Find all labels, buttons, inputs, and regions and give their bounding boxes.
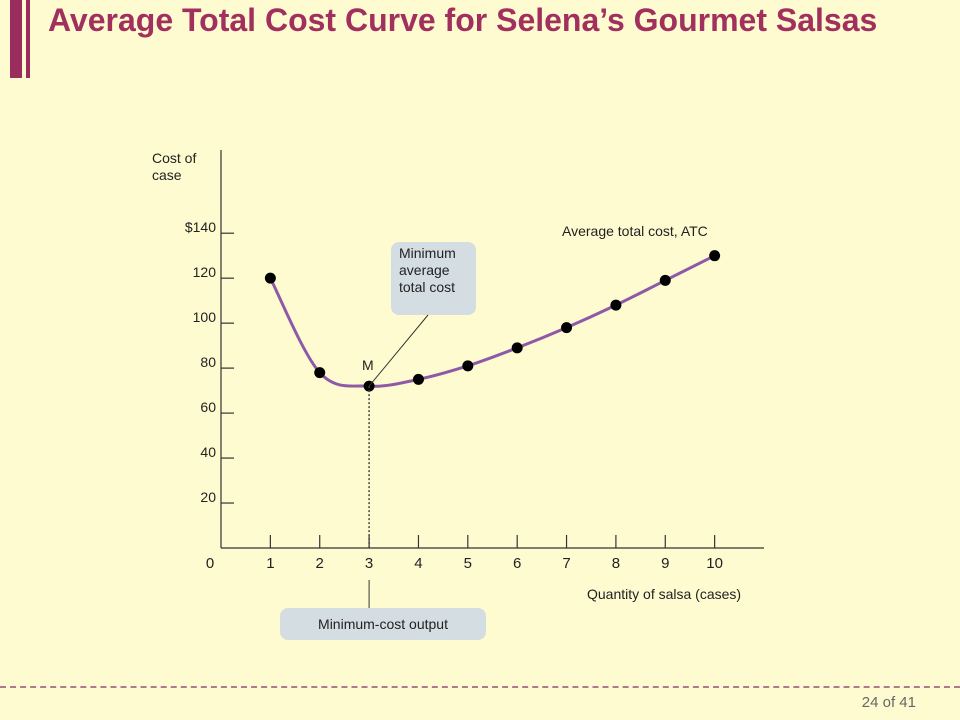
title-accent-bar (10, 0, 22, 78)
min-avg-cost-callout-box (391, 242, 476, 315)
x-axis-label: Quantity of salsa (cases) (587, 586, 741, 602)
y-tick-label: 20 (200, 489, 216, 505)
y-tick-label: 40 (200, 444, 216, 460)
atc-data-point (610, 299, 622, 311)
atc-data-point (511, 342, 523, 354)
atc-data-point (412, 373, 424, 385)
point-label-m: M (362, 357, 374, 373)
series-label-atc: Average total cost, ATC (562, 223, 708, 239)
atc-data-point (709, 250, 721, 262)
y-tick-label: 120 (193, 264, 217, 280)
x-tick-label: 0 (206, 555, 214, 572)
y-axis-label-line1: Cost of (152, 150, 196, 166)
x-tick-label: 6 (513, 555, 521, 572)
x-tick-label: 2 (316, 555, 324, 572)
callout-line-2: average (399, 262, 450, 278)
min-cost-output-box (280, 608, 486, 640)
callout-pointer-line (368, 314, 429, 387)
atc-data-point (314, 367, 326, 379)
x-tick-label: 5 (464, 555, 472, 572)
y-tick-label: 60 (200, 399, 216, 415)
y-ticks: 20 40 60 80 100 120 $140 (185, 219, 234, 505)
y-tick-label: 80 (200, 354, 216, 370)
atc-data-point (659, 274, 671, 286)
x-tick-label: 1 (266, 555, 274, 572)
x-tick-label: 9 (661, 555, 669, 572)
x-ticks: 0 1 2 3 4 5 6 7 8 9 10 (206, 535, 723, 572)
x-tick-label: 3 (365, 555, 373, 572)
slide-title: Average Total Cost Curve for Selena’s Go… (48, 2, 878, 38)
callout-line-3: total cost (399, 279, 455, 295)
chart-axes (220, 150, 764, 549)
y-axis-label-line2: case (152, 167, 182, 183)
footer-divider (0, 686, 960, 688)
x-tick-label: 10 (706, 555, 723, 572)
atc-data-point (462, 360, 474, 372)
atc-points (264, 250, 721, 392)
callout-line-1: Minimum (399, 245, 456, 261)
x-tick-label: 7 (562, 555, 570, 572)
x-tick-label: 8 (612, 555, 620, 572)
atc-curve-layer (269, 254, 716, 388)
atc-curve-line (269, 254, 716, 388)
title-accent-bar-thin (26, 0, 30, 78)
atc-data-point (264, 272, 276, 284)
y-tick-label: $140 (185, 219, 216, 235)
atc-data-point (561, 322, 573, 334)
y-tick-label: 100 (193, 309, 217, 325)
min-cost-output-label: Minimum-cost output (318, 616, 448, 632)
page-number: 24 of 41 (861, 694, 916, 711)
x-tick-label: 4 (414, 555, 422, 572)
